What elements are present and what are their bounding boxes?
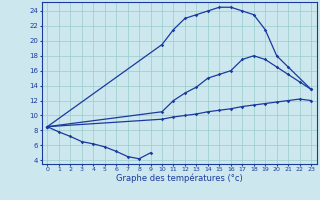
- X-axis label: Graphe des températures (°c): Graphe des températures (°c): [116, 174, 243, 183]
